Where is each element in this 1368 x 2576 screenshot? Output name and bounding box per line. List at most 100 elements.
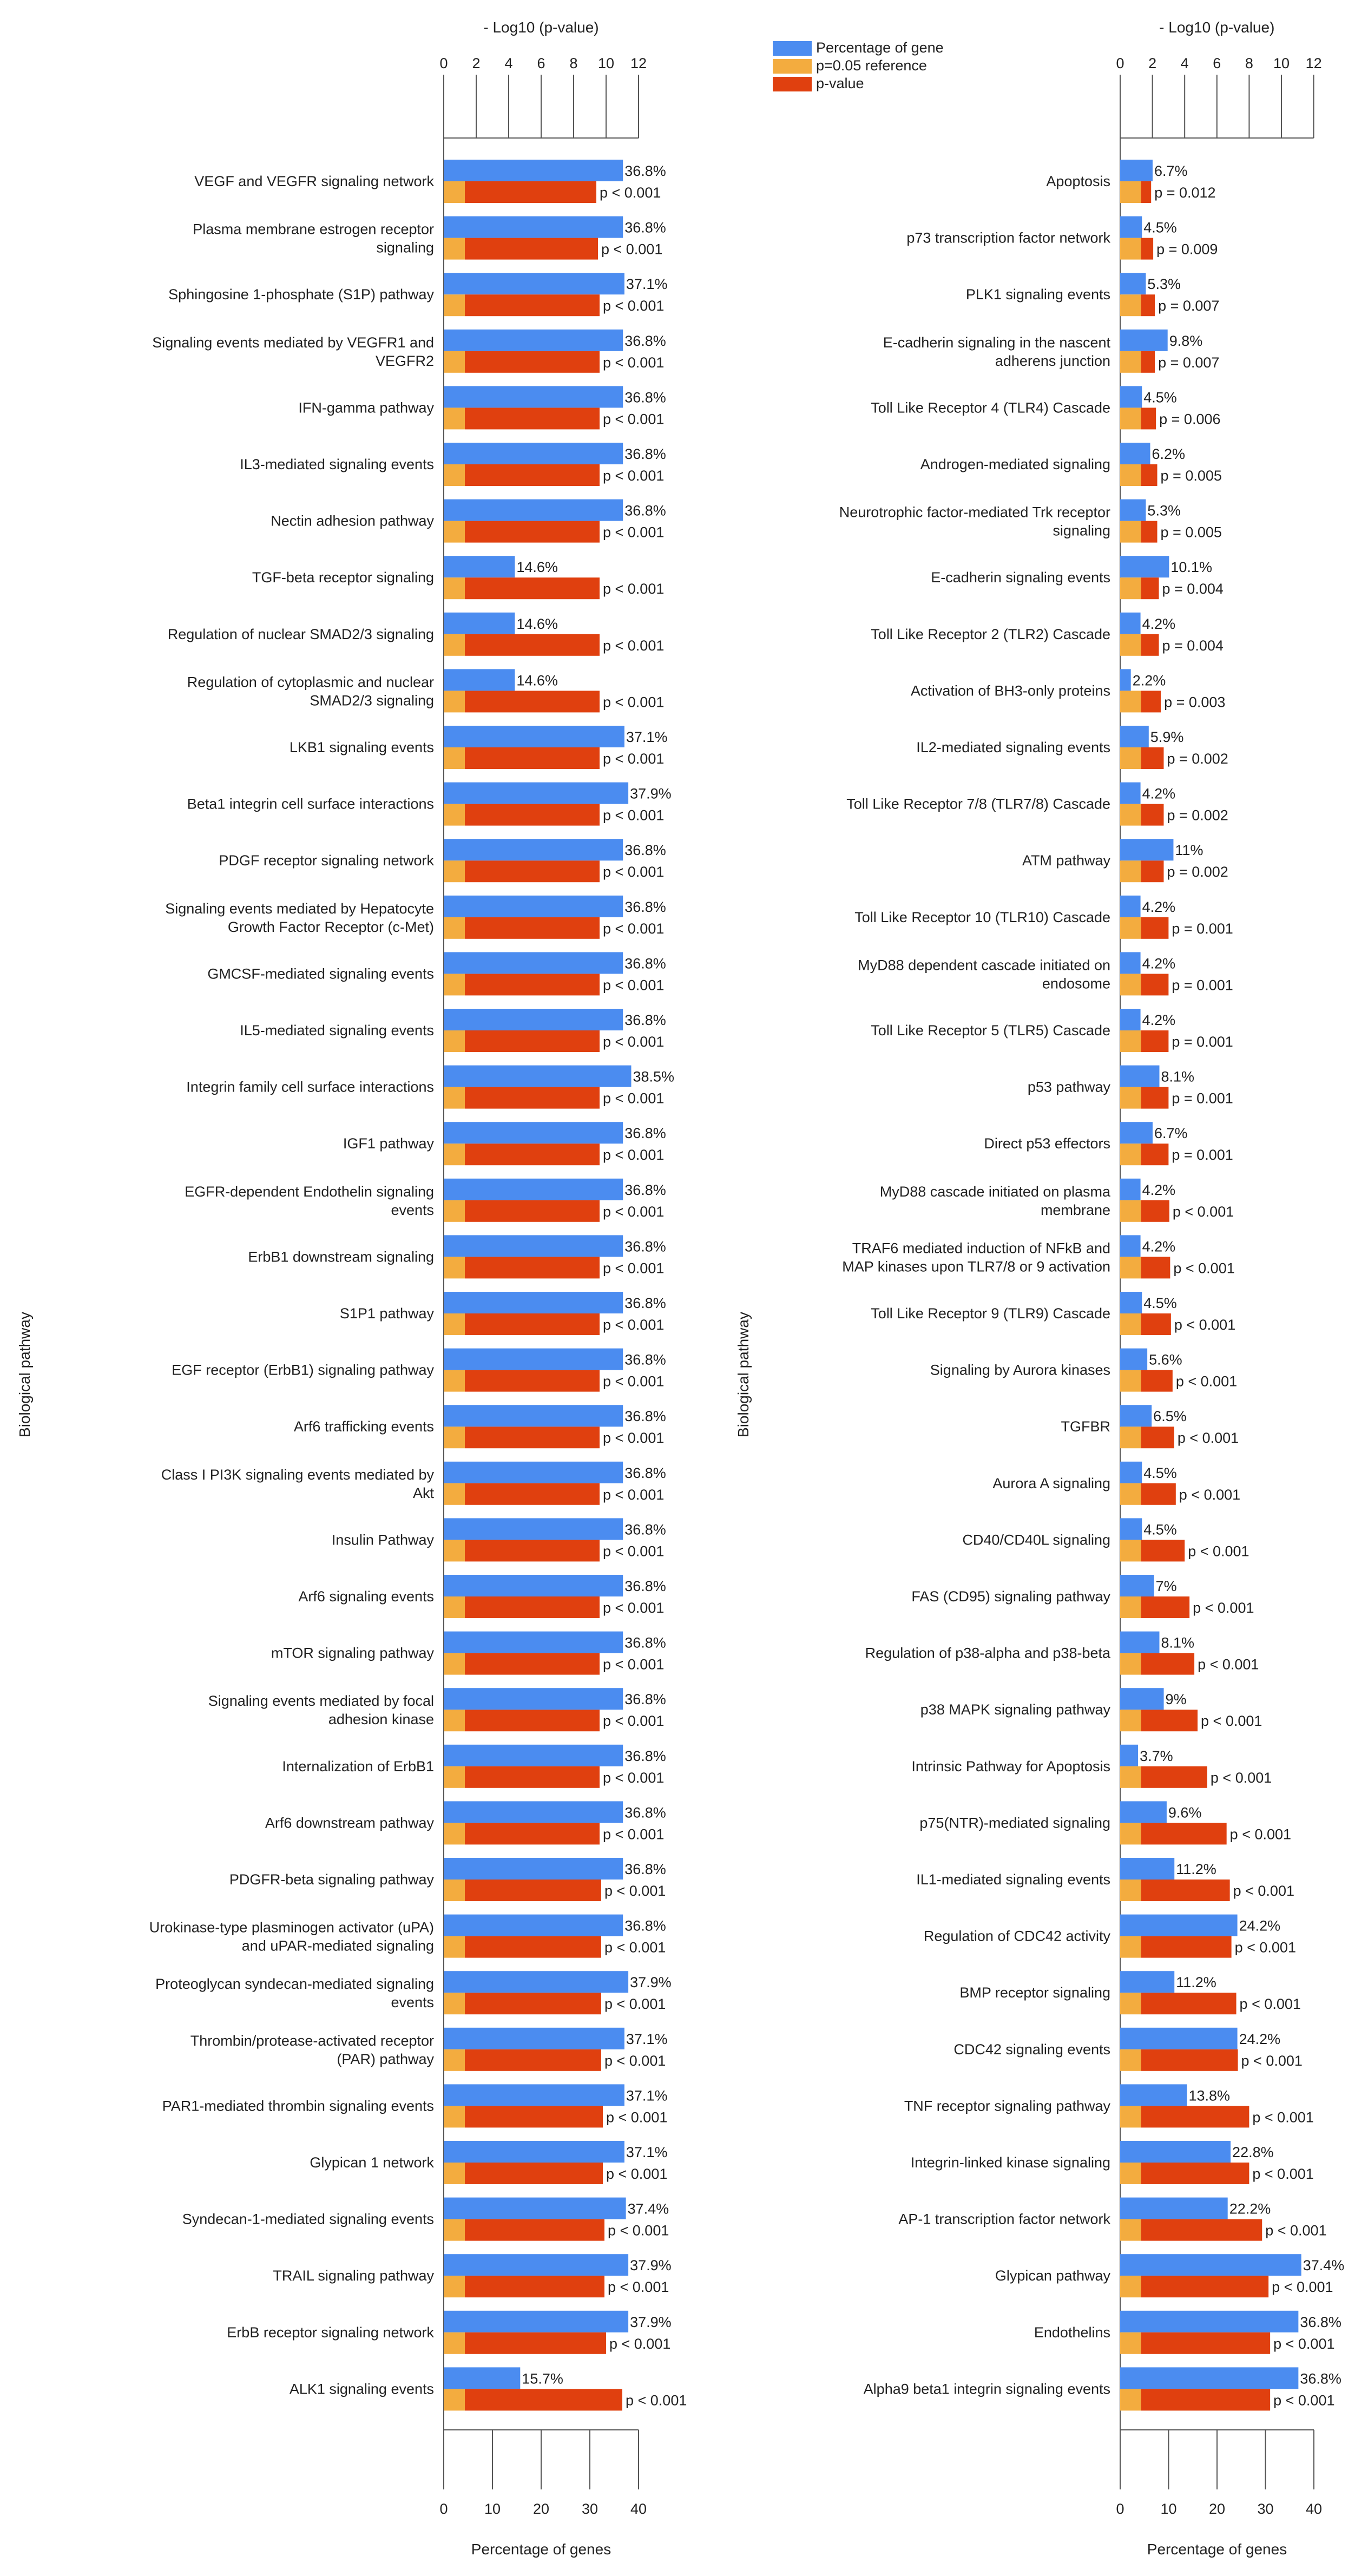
pvalue-bar (1141, 2332, 1271, 2354)
pathway-row: TNF receptor signaling pathway 13.8% p < 0… (904, 2084, 1314, 2128)
reference-bar (1120, 521, 1141, 543)
pvalue-label: p < 0.001 (603, 1204, 664, 1220)
pvalue-bar (1141, 917, 1169, 939)
percentage-value-label: 22.2% (1229, 2201, 1271, 2217)
pathway-row: CDC42 signaling events 24.2% p < 0.001 (953, 2027, 1303, 2071)
percentage-bar (1120, 1405, 1152, 1427)
percentage-value-label: 4.2% (1142, 1182, 1176, 1198)
pvalue-label: p < 0.001 (609, 2336, 670, 2352)
pathway-row: Insulin Pathway 36.8% p < 0.001 (332, 1518, 666, 1562)
percentage-bar (444, 160, 623, 181)
percentage-value-label: 36.8% (624, 1465, 666, 1481)
percentage-value-label: 36.8% (624, 333, 666, 349)
pathway-row: Sphingosine 1-phosphate (S1P) pathway 37.… (168, 273, 667, 317)
pvalue-bar (465, 2163, 603, 2184)
pathway-label: Arf6 signaling events (298, 1588, 434, 1605)
reference-bar (444, 1653, 465, 1675)
reference-bar (444, 2332, 465, 2354)
pathway-label: Neurotrophic factor-mediated Trk recepto… (839, 504, 1110, 539)
pvalue-bar (1141, 1653, 1195, 1675)
top-axis-tick-label: 2 (472, 55, 480, 71)
pvalue-bar (1141, 408, 1156, 430)
percentage-value-label: 9.8% (1169, 333, 1203, 349)
pvalue-bar (465, 747, 600, 769)
pathway-row: Beta1 integrin cell surface interactions… (187, 782, 672, 826)
pathway-row: IFN-gamma pathway 36.8% p < 0.001 (298, 386, 666, 430)
pathway-row: p73 transcription factor network 4.5% p = … (906, 216, 1218, 260)
pvalue-label: p < 0.001 (1252, 2166, 1313, 2182)
pvalue-label: p = 0.001 (1172, 1090, 1233, 1107)
percentage-bar (444, 1575, 623, 1596)
pvalue-label: p < 0.001 (1201, 1713, 1262, 1729)
pathway-row: Toll Like Receptor 2 (TLR2) Cascade 4.2% p… (871, 612, 1224, 656)
pathway-row: LKB1 signaling events 37.1% p < 0.001 (290, 726, 667, 769)
pvalue-bar (1141, 1030, 1169, 1052)
reference-bar (1120, 1653, 1141, 1675)
percentage-value-label: 36.8% (624, 389, 666, 405)
pathway-label: Proteoglycan syndecan-mediated signaling… (155, 1976, 434, 2010)
pvalue-bar (465, 351, 600, 373)
percentage-value-label: 11.2% (1176, 1861, 1216, 1877)
pathway-label: MyD88 cascade initiated on plasma membran… (880, 1184, 1111, 1218)
pathway-label: ErbB1 downstream signaling (248, 1248, 434, 1265)
percentage-bar (444, 839, 623, 861)
pathway-label: VEGF and VEGFR signaling network (194, 173, 434, 189)
percentage-value-label: 5.3% (1147, 503, 1181, 519)
pathway-label: Integrin-linked kinase signaling (911, 2154, 1110, 2171)
pathway-row: MyD88 cascade initiated on plasma membran… (880, 1178, 1234, 1222)
percentage-bar (1120, 2027, 1238, 2049)
pvalue-label: p < 0.001 (606, 2109, 667, 2125)
pvalue-label: p = 0.001 (1172, 977, 1233, 993)
percentage-bar (444, 1235, 623, 1257)
pathway-row: Class I PI3K signaling events mediated b… (161, 1461, 666, 1505)
pathway-label: mTOR signaling pathway (271, 1645, 435, 1661)
percentage-bar (444, 1405, 623, 1427)
reference-bar (444, 1766, 465, 1788)
reference-bar (444, 1370, 465, 1392)
pathway-label: Internalization of ErbB1 (282, 1758, 434, 1775)
percentage-value-label: 36.8% (624, 1238, 666, 1254)
percentage-value-label: 36.8% (624, 1408, 666, 1424)
pvalue-bar (465, 1370, 600, 1392)
percentage-value-label: 4.5% (1143, 1521, 1177, 1537)
pvalue-label: p < 0.001 (1240, 1996, 1301, 2012)
percentage-value-label: 6.5% (1153, 1408, 1187, 1424)
pathway-label: Arf6 downstream pathway (265, 1815, 435, 1831)
pvalue-label: p = 0.003 (1164, 694, 1225, 710)
percentage-bar (1120, 1971, 1175, 1993)
pathway-row: Regulation of p38-alpha and p38-beta 8.1%… (865, 1631, 1259, 1675)
pathway-row: PLK1 signaling events 5.3% p = 0.007 (966, 273, 1219, 317)
pathway-row: MyD88 dependent cascade initiated on endo… (858, 952, 1233, 996)
percentage-value-label: 36.8% (624, 955, 666, 971)
pvalue-bar (465, 1596, 600, 1618)
reference-bar (1120, 2276, 1141, 2298)
pathway-row: Androgen-mediated signaling 6.2% p = 0.005 (920, 443, 1222, 486)
bottom-axis-tick-label: 20 (533, 2501, 549, 2517)
bottom-axis-tick-label: 40 (630, 2501, 647, 2517)
percentage-value-label: 8.1% (1161, 1635, 1194, 1651)
percentage-bar (444, 443, 623, 464)
pvalue-label: p = 0.012 (1154, 185, 1215, 201)
pathway-label: AP-1 transcription factor network (898, 2211, 1110, 2227)
percentage-bar (1120, 273, 1146, 295)
percentage-value-label: 4.2% (1142, 1238, 1176, 1254)
pvalue-label: p = 0.005 (1161, 524, 1222, 541)
percentage-value-label: 3.7% (1140, 1748, 1173, 1764)
pvalue-bar (1141, 691, 1161, 713)
pvalue-bar (1141, 464, 1157, 486)
pvalue-bar (1141, 1766, 1207, 1788)
percentage-bar (444, 1348, 623, 1370)
pvalue-bar (1141, 1823, 1227, 1845)
pvalue-bar (465, 1257, 600, 1279)
pvalue-label: p < 0.001 (604, 1940, 666, 1956)
pvalue-bar (1141, 1257, 1170, 1279)
pathway-label: Glypican 1 network (310, 2154, 434, 2171)
pvalue-bar (1141, 747, 1164, 769)
percentage-bar (1120, 499, 1146, 521)
top-axis-tick-label: 6 (1213, 55, 1221, 71)
pvalue-bar (465, 691, 600, 713)
bottom-axis-tick-label: 10 (1160, 2501, 1176, 2517)
pvalue-label: p < 0.001 (604, 2053, 666, 2069)
reference-bar (1120, 860, 1141, 883)
